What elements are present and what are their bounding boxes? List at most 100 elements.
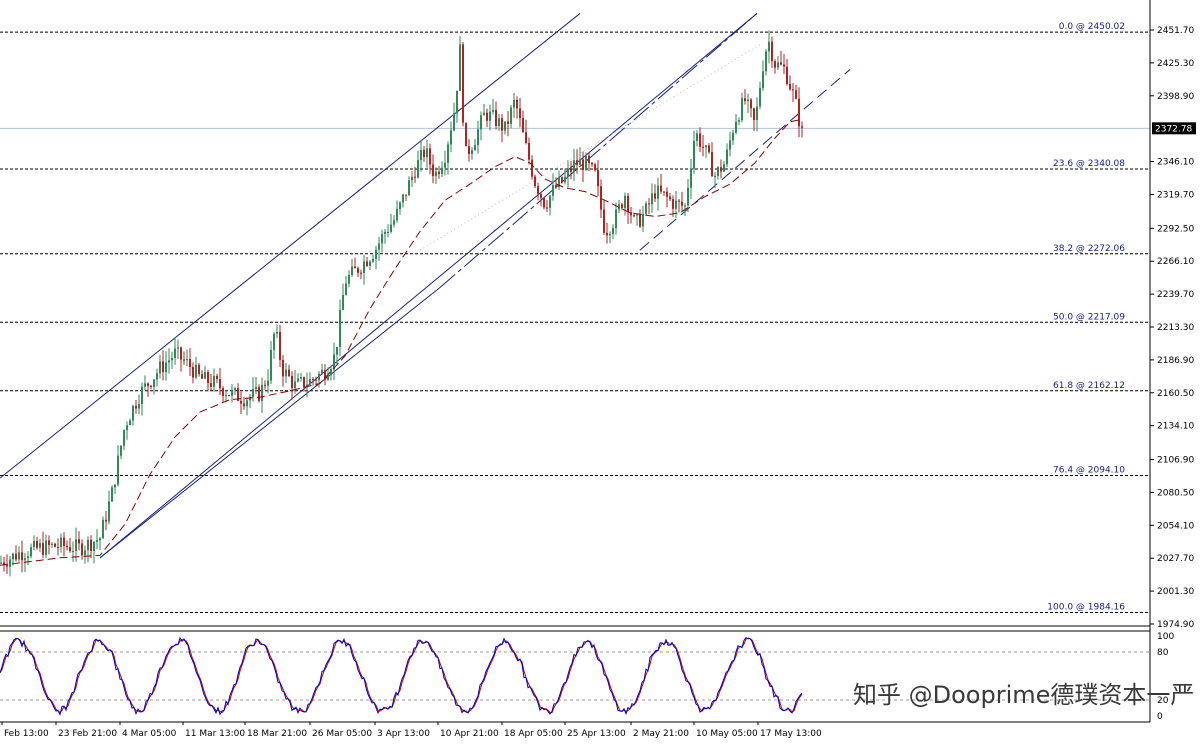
- y-tick-label: 2001.30: [1157, 587, 1194, 597]
- candle-body: [510, 107, 512, 124]
- candle-body: [168, 360, 170, 363]
- candle-body: [0, 562, 2, 564]
- candle-body: [528, 142, 530, 160]
- candle-body: [120, 445, 122, 456]
- x-tick-label: 2 May 21:00: [633, 729, 689, 739]
- candle-body: [681, 201, 683, 206]
- candle-body: [303, 377, 305, 388]
- candle-body: [525, 132, 527, 143]
- candle-body: [483, 112, 485, 116]
- candle-body: [447, 144, 449, 163]
- candle-body: [111, 487, 113, 502]
- x-tick-label: 18 Mar 21:00: [247, 729, 307, 739]
- candle-body: [186, 359, 188, 361]
- candle-body: [744, 98, 746, 102]
- candle-body: [246, 400, 248, 407]
- candle-body: [420, 149, 422, 161]
- candle-body: [369, 261, 371, 266]
- candle-body: [552, 185, 554, 196]
- candle-body: [792, 89, 794, 91]
- candle-body: [558, 177, 560, 187]
- candle-body: [279, 331, 281, 360]
- fib-level-label: 0.0 @ 2450.02: [1059, 22, 1125, 32]
- candle-body: [768, 41, 770, 52]
- candle-body: [180, 347, 182, 360]
- candle-body: [87, 539, 89, 551]
- candle-body: [21, 552, 23, 561]
- candle-body: [567, 169, 569, 177]
- candle-body: [531, 159, 533, 177]
- candle-body: [627, 195, 629, 213]
- candle-body: [285, 369, 287, 377]
- y-tick-label: 2160.50: [1157, 389, 1194, 399]
- candle-body: [99, 538, 101, 541]
- stoch-tick-label: 80: [1157, 648, 1169, 658]
- candle-body: [699, 133, 701, 147]
- candle-body: [498, 118, 500, 126]
- candle-body: [723, 164, 725, 172]
- candle-body: [165, 362, 167, 373]
- candle-body: [753, 108, 755, 121]
- candle-body: [294, 381, 296, 389]
- candle-body: [534, 176, 536, 187]
- candle-body: [639, 214, 641, 227]
- candle-body: [687, 187, 689, 206]
- candle-body: [216, 375, 218, 380]
- candle-body: [60, 537, 62, 548]
- candle-body: [147, 383, 149, 386]
- candle-body: [771, 41, 773, 62]
- candle-body: [555, 185, 557, 187]
- candle-body: [765, 51, 767, 72]
- candle-body: [798, 98, 800, 127]
- candle-body: [372, 259, 374, 262]
- channel-line-upper: [0, 13, 581, 479]
- candle-body: [585, 155, 587, 170]
- candle-body: [678, 200, 680, 202]
- candle-body: [189, 359, 191, 367]
- candle-body: [438, 171, 440, 175]
- candle-body: [513, 99, 515, 108]
- candle-body: [747, 99, 749, 102]
- candle-body: [777, 62, 779, 68]
- candle-body: [414, 176, 416, 178]
- candle-body: [306, 384, 308, 388]
- candle-body: [465, 122, 467, 147]
- y-tick-label: 1974.90: [1157, 620, 1194, 630]
- candle-body: [630, 212, 632, 216]
- candle-body: [309, 378, 311, 385]
- candle-body: [729, 140, 731, 150]
- candle-body: [102, 519, 104, 539]
- candle-body: [657, 185, 659, 199]
- candle-body: [756, 106, 758, 121]
- y-tick-label: 2346.10: [1157, 158, 1194, 168]
- candle-body: [501, 118, 503, 131]
- candle-body: [150, 385, 152, 387]
- candle-body: [192, 366, 194, 378]
- candle-body: [684, 205, 686, 207]
- x-tick-label: 26 Mar 05:00: [312, 729, 372, 739]
- candle-body: [561, 177, 563, 183]
- watermark-text: 知乎 @Dooprime德璞资本一严: [853, 681, 1194, 709]
- candle-body: [666, 191, 668, 197]
- fib-level-label: 100.0 @ 1984.16: [1047, 602, 1125, 612]
- x-tick-label: 11 Mar 13:00: [185, 729, 245, 739]
- candle-body: [759, 88, 761, 107]
- candle-body: [432, 164, 434, 177]
- candle-body: [141, 386, 143, 405]
- candle-body: [480, 115, 482, 130]
- channel-line-support: [99, 287, 441, 559]
- fib-level-label: 23.6 @ 2340.08: [1053, 159, 1125, 169]
- channel-line-support-ext: [439, 13, 758, 288]
- candle-body: [174, 348, 176, 358]
- candle-body: [591, 162, 593, 165]
- candle-body: [624, 195, 626, 209]
- candle-body: [675, 200, 677, 209]
- candle-body: [213, 375, 215, 387]
- candle-body: [783, 64, 785, 67]
- candle-body: [300, 377, 302, 379]
- candle-body: [408, 180, 410, 196]
- fib-level-label: 50.0 @ 2217.09: [1053, 312, 1125, 322]
- candle-body: [672, 199, 674, 209]
- x-tick-label: 4 Mar 05:00: [122, 729, 177, 739]
